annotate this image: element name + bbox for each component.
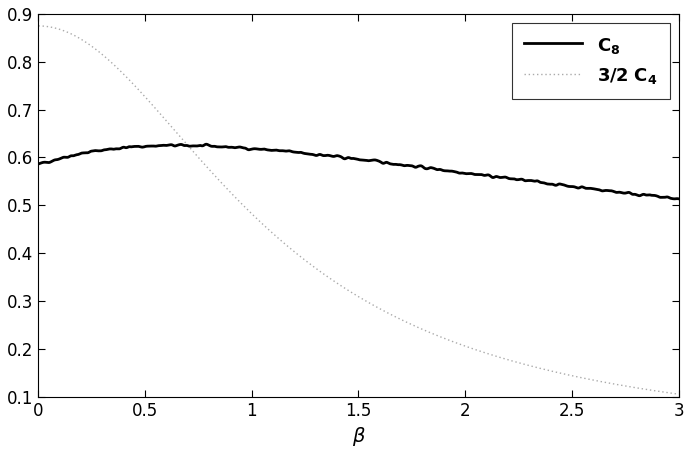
Legend: $\mathbf{C_8}$, $\mathbf{3/2\ C_4}$: $\mathbf{C_8}$, $\mathbf{3/2\ C_4}$: [512, 23, 670, 99]
X-axis label: $\beta$: $\beta$: [352, 425, 366, 448]
